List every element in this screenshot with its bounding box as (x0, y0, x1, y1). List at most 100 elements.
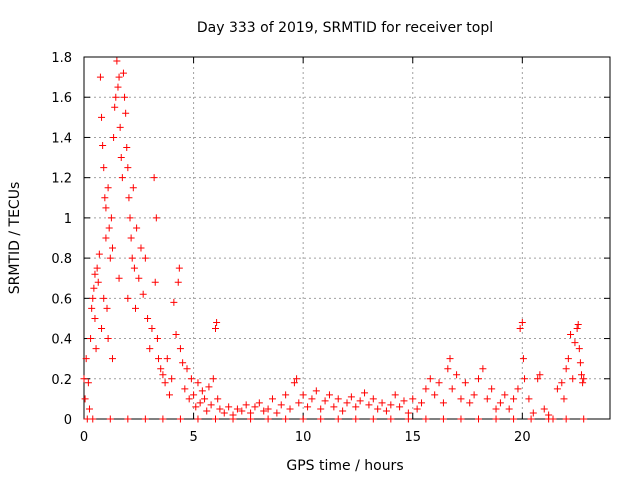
data-point (404, 409, 412, 417)
chart-title: Day 333 of 2019, SRMTID for receiver top… (197, 20, 493, 36)
data-point (94, 278, 102, 286)
data-point (194, 379, 202, 387)
data-point (101, 194, 109, 202)
data-point (115, 274, 123, 282)
data-point (352, 415, 360, 423)
data-point (444, 365, 452, 373)
data-point (146, 345, 154, 353)
data-point (579, 379, 587, 387)
data-point (519, 355, 527, 363)
data-point (148, 325, 156, 332)
data-point (564, 355, 572, 363)
data-point (470, 391, 478, 399)
grid-lines (84, 57, 610, 419)
data-point (104, 335, 112, 343)
data-point (553, 385, 561, 393)
data-point (95, 250, 103, 258)
data-point (107, 214, 115, 222)
data-point (580, 375, 588, 383)
data-point (141, 254, 149, 262)
data-point (387, 401, 395, 409)
data-point (496, 399, 504, 407)
data-point (121, 93, 129, 101)
data-point (457, 415, 465, 423)
data-point (321, 397, 329, 405)
data-point (483, 395, 491, 403)
data-point (183, 365, 191, 373)
data-point (110, 133, 118, 141)
data-point (165, 391, 173, 399)
data-point (560, 395, 568, 403)
data-point (98, 325, 106, 332)
data-point (578, 371, 586, 379)
data-point (108, 244, 116, 252)
data-point (155, 355, 163, 363)
data-point (562, 365, 570, 373)
data-point (339, 407, 347, 415)
data-point (88, 304, 96, 312)
data-point (505, 405, 513, 413)
data-point (127, 234, 135, 242)
x-tick-label: 10 (295, 430, 312, 445)
data-point (159, 415, 167, 423)
data-point (89, 415, 97, 423)
data-point (114, 83, 122, 91)
data-point (413, 405, 421, 413)
data-point (132, 304, 140, 312)
data-point (365, 401, 373, 409)
data-point (299, 391, 307, 399)
data-point (111, 103, 119, 111)
data-point (264, 405, 272, 413)
data-point (521, 375, 529, 383)
data-point (514, 385, 522, 393)
data-point (82, 355, 90, 363)
data-point (157, 365, 165, 373)
data-point (573, 325, 581, 332)
data-point (229, 415, 237, 423)
data-point (501, 391, 509, 399)
data-point (198, 387, 206, 395)
data-point (282, 415, 290, 423)
data-point (391, 391, 399, 399)
data-point (170, 298, 178, 306)
data-point (201, 395, 209, 403)
data-point (233, 405, 241, 413)
data-point (293, 375, 301, 383)
data-point (139, 290, 147, 298)
data-point (92, 345, 100, 353)
y-tick-label: 1.8 (51, 51, 72, 66)
data-point (312, 387, 320, 395)
data-point (100, 294, 108, 302)
data-point (108, 355, 116, 363)
data-point (374, 405, 382, 413)
data-point (317, 405, 325, 413)
data-point (124, 415, 132, 423)
data-point (196, 399, 204, 407)
data-point (112, 93, 120, 101)
data-point (80, 375, 88, 383)
data-point (225, 403, 233, 411)
data-point (567, 331, 575, 339)
data-point (242, 401, 250, 409)
data-point (529, 409, 537, 417)
data-point (207, 401, 215, 409)
data-point (123, 144, 131, 151)
data-point (264, 415, 272, 423)
x-tick-label: 15 (404, 430, 421, 445)
data-point (574, 320, 582, 328)
data-point (128, 254, 136, 262)
data-point (247, 415, 255, 423)
data-point (277, 401, 285, 409)
data-point (290, 379, 298, 387)
data-point (352, 403, 360, 411)
data-point (418, 399, 426, 407)
data-point (115, 73, 123, 81)
data-point (168, 375, 176, 383)
data-point (330, 403, 338, 411)
data-point (527, 415, 535, 423)
data-point (190, 391, 198, 399)
data-point (216, 405, 224, 413)
data-point (299, 415, 307, 423)
y-tick-label: 0.8 (51, 252, 72, 267)
data-point (144, 314, 152, 322)
